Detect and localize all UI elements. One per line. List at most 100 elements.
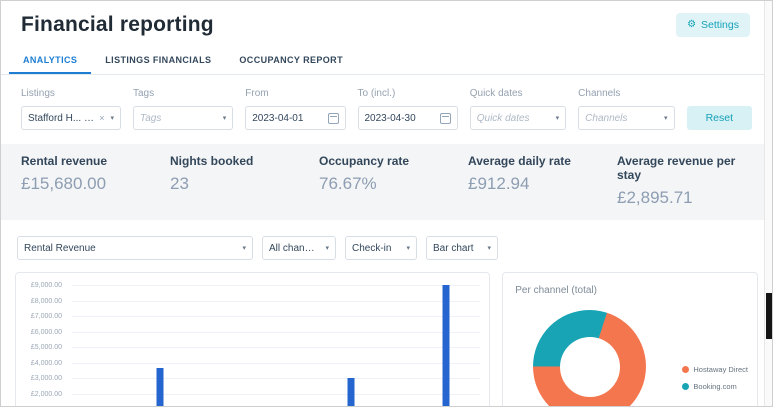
gridline <box>72 300 481 302</box>
chart-type-selected-value: Bar chart <box>433 242 474 254</box>
calendar-icon <box>327 112 339 124</box>
stat-nights-booked: Nights booked 23 <box>170 154 319 208</box>
to-date-input[interactable]: 2023-04-30 <box>357 106 458 130</box>
chevron-down-icon: ▾ <box>110 115 114 122</box>
stat-average-revenue-per-stay: Average revenue per stay £2,895.71 <box>617 154 752 208</box>
stat-value: 23 <box>170 174 189 193</box>
tab-bar: ANALYTICS LISTINGS FINANCIALS OCCUPANCY … <box>1 46 772 75</box>
chevron-down-icon: ▾ <box>222 115 227 122</box>
bar[interactable] <box>156 367 164 406</box>
metric-selected-value: Rental Revenue <box>24 242 96 254</box>
tags-label: Tags <box>133 88 155 99</box>
settings-button-label: Settings <box>701 19 739 31</box>
page-header: Financial reporting ⚙ Settings <box>1 1 772 37</box>
channel-selected-value: All channels <box>269 242 320 254</box>
legend-dot-teal <box>682 383 690 390</box>
vertical-scrollbar[interactable] <box>764 1 772 406</box>
chevron-down-icon: ▾ <box>555 115 560 122</box>
stat-occupancy-rate: Occupancy rate 76.67% <box>319 154 468 208</box>
quick-dates-placeholder: Quick dates <box>476 112 530 124</box>
chevron-down-icon: ▾ <box>325 245 329 252</box>
stat-value: 76.67% <box>319 174 377 193</box>
donut-legend: Hostaway Direct Booking.com <box>682 365 748 391</box>
from-label: From <box>245 88 269 99</box>
tab-analytics[interactable]: ANALYTICS <box>9 46 92 74</box>
stat-value: £912.94 <box>468 174 530 193</box>
stat-average-daily-rate: Average daily rate £912.94 <box>468 154 617 208</box>
scrollbar-thumb[interactable] <box>766 293 772 339</box>
gear-icon: ⚙ <box>687 19 697 30</box>
metric-select[interactable]: Rental Revenue ▾ <box>17 236 253 260</box>
bar[interactable] <box>347 378 355 406</box>
y-axis-tick: £5,000.00 <box>30 344 62 352</box>
tags-filter-group: Tags Tags ▾ <box>133 88 234 130</box>
listings-filter-group: Listings Stafford H... (1543 × ▾ <box>21 88 121 130</box>
charts-row: £9,000.00 £8,000.00 £7,000.00 £6,000.00 £5,0… <box>1 260 772 406</box>
legend-label: Hostaway Direct <box>693 365 748 374</box>
bar[interactable] <box>442 285 450 406</box>
tags-placeholder: Tags <box>140 112 162 124</box>
listings-label: Listings <box>21 88 55 99</box>
gridline <box>72 362 481 364</box>
gridline <box>72 393 481 395</box>
chevron-down-icon: ▾ <box>242 245 246 252</box>
per-channel-panel: Per channel (total) Hostaway Direct Book… <box>502 272 758 406</box>
tags-select[interactable]: Tags ▾ <box>133 106 234 130</box>
gridline <box>72 378 481 380</box>
quick-dates-group: Quick dates Quick dates ▾ <box>469 88 567 130</box>
donut-hole <box>559 336 620 397</box>
reset-button[interactable]: Reset <box>686 106 752 130</box>
legend-item-hostaway-direct[interactable]: Hostaway Direct <box>682 365 748 374</box>
plot-area: 2023-04-012023-04-022023-04-032023-04-04… <box>72 285 481 406</box>
stat-rental-revenue: Rental revenue £15,680.00 <box>21 154 170 208</box>
quick-dates-select[interactable]: Quick dates ▾ <box>469 106 567 130</box>
stat-label: Average revenue per stay <box>617 154 736 182</box>
tab-occupancy-report[interactable]: OCCUPANCY REPORT <box>239 55 343 65</box>
stat-value: £15,680.00 <box>21 174 107 193</box>
to-label: To (incl.) <box>357 88 396 99</box>
from-date-group: From 2023-04-01 <box>245 88 346 130</box>
listings-select[interactable]: Stafford H... (1543 × ▾ <box>21 106 121 130</box>
chevron-down-icon: ▾ <box>406 245 410 252</box>
channel-filter-select[interactable]: All channels ▾ <box>262 236 336 260</box>
quick-dates-label: Quick dates <box>469 88 523 99</box>
calendar-icon <box>439 112 451 124</box>
legend-item-booking-com[interactable]: Booking.com <box>682 382 748 391</box>
revenue-bar-chart-panel: £9,000.00 £8,000.00 £7,000.00 £6,000.00 £5,0… <box>15 272 491 406</box>
chevron-down-icon: ▾ <box>664 115 668 122</box>
y-axis: £9,000.00 £8,000.00 £7,000.00 £6,000.00 £5,0… <box>20 282 66 406</box>
y-axis-tick: £8,000.00 <box>30 297 62 305</box>
stat-label: Average daily rate <box>468 154 571 168</box>
listings-selected-value: Stafford H... (1543 <box>28 112 96 124</box>
to-date-group: To (incl.) 2023-04-30 <box>357 88 458 130</box>
gridline <box>72 285 481 286</box>
legend-dot-orange <box>682 366 690 373</box>
stats-band: Rental revenue £15,680.00 Nights booked … <box>1 144 772 220</box>
y-axis-tick: £7,000.00 <box>30 313 62 321</box>
channels-filter-group: Channels Channels ▾ <box>578 88 675 130</box>
settings-button[interactable]: ⚙ Settings <box>676 13 750 37</box>
stat-label: Nights booked <box>170 154 254 168</box>
gridline <box>72 347 481 349</box>
channels-placeholder: Channels <box>585 112 628 124</box>
stat-label: Rental revenue <box>21 154 108 168</box>
channels-select[interactable]: Channels ▾ <box>578 106 675 130</box>
to-date-value: 2023-04-30 <box>364 112 416 124</box>
chart-controls-bar: Rental Revenue ▾ All channels ▾ Check-in… <box>1 220 772 260</box>
y-axis-tick: £6,000.00 <box>30 328 62 336</box>
date-basis-select[interactable]: Check-in ▾ <box>345 236 417 260</box>
filter-bar: Listings Stafford H... (1543 × ▾ Tags Ta… <box>1 75 772 130</box>
tab-listings-financials[interactable]: LISTINGS FINANCIALS <box>105 55 212 65</box>
gridline <box>72 316 481 318</box>
stat-value: £2,895.71 <box>617 188 693 207</box>
legend-label: Booking.com <box>693 382 737 391</box>
page-title: Financial reporting <box>21 13 214 36</box>
donut-chart[interactable] <box>533 310 647 406</box>
from-date-input[interactable]: 2023-04-01 <box>245 106 346 130</box>
clear-listing-icon[interactable]: × <box>99 113 105 123</box>
chevron-down-icon: ▾ <box>487 245 491 252</box>
y-axis-tick: £4,000.00 <box>30 359 62 367</box>
y-axis-tick: £2,000.00 <box>30 390 62 398</box>
chart-type-select[interactable]: Bar chart ▾ <box>426 236 498 260</box>
